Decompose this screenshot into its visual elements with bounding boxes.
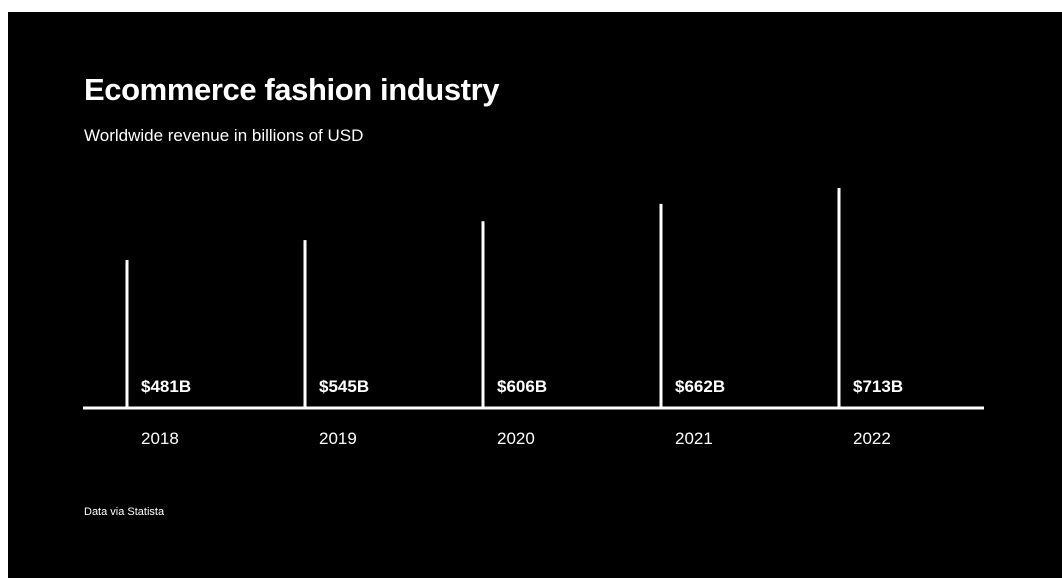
chart-subtitle: Worldwide revenue in billions of USD <box>84 126 364 145</box>
value-label-2022: $713B <box>853 377 903 396</box>
year-label-2018: 2018 <box>141 429 179 448</box>
bar-chart: $481B $545B $606B $662B $713B 2018 2019 2020 20… <box>83 188 984 448</box>
year-label-2020: 2020 <box>497 429 535 448</box>
data-source-note: Data via Statista <box>84 506 165 518</box>
year-label-2021: 2021 <box>675 429 713 448</box>
year-label-2022: 2022 <box>853 429 891 448</box>
year-label-2019: 2019 <box>319 429 357 448</box>
value-label-2020: $606B <box>497 377 547 396</box>
value-label-group: $481B $545B $606B $662B $713B <box>141 377 903 396</box>
value-label-2018: $481B <box>141 377 191 396</box>
bar-group <box>125 188 841 408</box>
value-label-2019: $545B <box>319 377 369 396</box>
chart-panel: Ecommerce fashion industry Worldwide rev… <box>8 12 1062 578</box>
value-label-2021: $662B <box>675 377 725 396</box>
chart-title: Ecommerce fashion industry <box>84 72 500 107</box>
year-label-group: 2018 2019 2020 2021 2022 <box>141 429 891 448</box>
